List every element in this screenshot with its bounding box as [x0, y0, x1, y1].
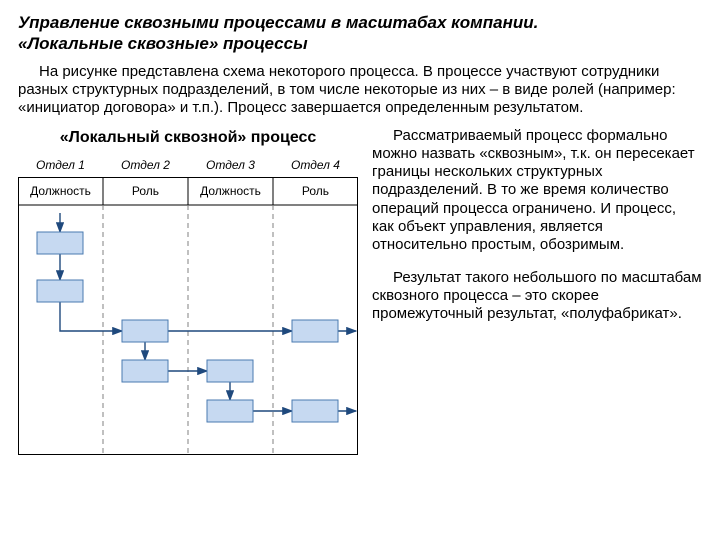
swimlane-svg: Отдел 1 Отдел 2 Отдел 3 Отдел 4 Должность Рол… — [18, 155, 358, 465]
paragraph-1: Рассматриваемый процесс формально можно … — [372, 127, 702, 255]
diagram-subtitle: «Локальный сквозной» процесс — [18, 129, 358, 147]
svg-text:Роль: Роль — [302, 184, 329, 198]
text-column: Рассматриваемый процесс формально можно … — [372, 127, 702, 465]
title-line-2: «Локальные сквозные» процессы — [18, 34, 308, 53]
svg-text:Отдел 3: Отдел 3 — [206, 158, 255, 172]
page-title: Управление сквозными процессами в масшта… — [18, 12, 702, 55]
svg-text:Отдел 2: Отдел 2 — [121, 158, 170, 172]
svg-text:Роль: Роль — [132, 184, 159, 198]
intro-paragraph: На рисунке представлена схема некоторого… — [18, 63, 702, 117]
svg-text:Должность: Должность — [200, 184, 261, 198]
svg-text:Отдел 1: Отдел 1 — [36, 158, 85, 172]
diagram-column: «Локальный сквозной» процесс Отдел 1Отде… — [18, 127, 358, 465]
swimlane-diagram: Отдел 1 Отдел 2 Отдел 3 Отдел 4 Должность Рол… — [18, 155, 358, 465]
title-line-1: Управление сквозными процессами в масшта… — [18, 13, 538, 32]
svg-text:Отдел 4: Отдел 4 — [291, 158, 340, 172]
paragraph-2: Результат такого небольшого по масштабам… — [372, 269, 702, 324]
svg-text:Должность: Должность — [30, 184, 91, 198]
